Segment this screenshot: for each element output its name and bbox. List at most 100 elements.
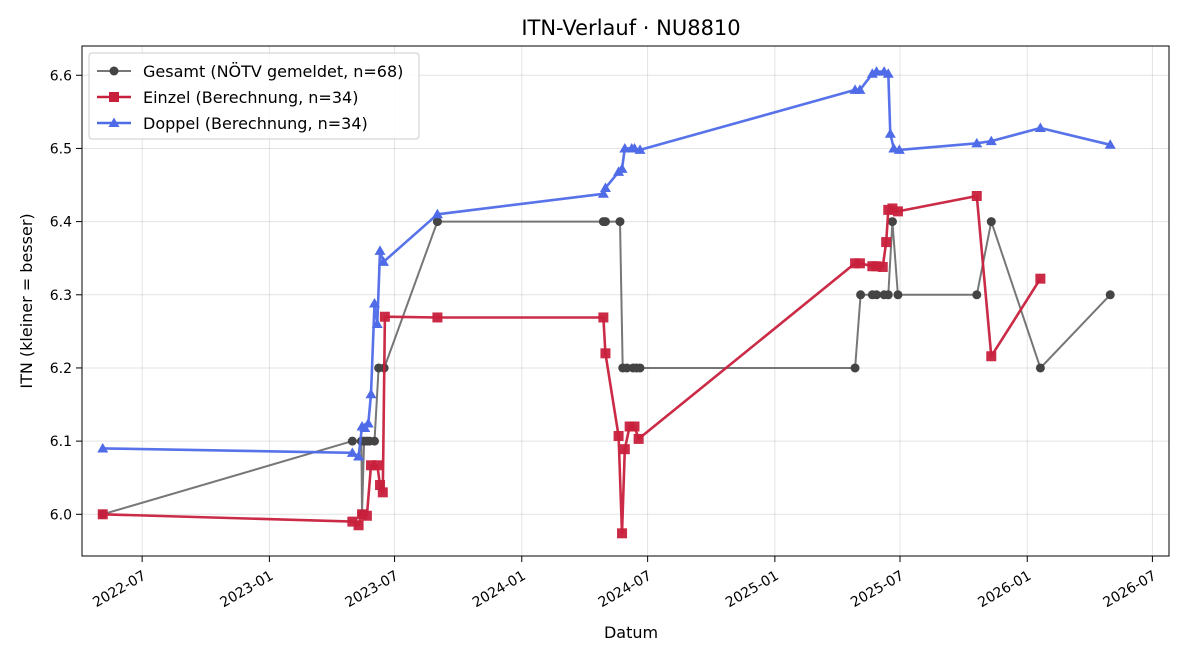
x-tick-label: 2025-07 xyxy=(848,568,907,611)
data-point xyxy=(985,135,997,146)
data-point xyxy=(372,460,383,471)
data-point xyxy=(893,290,903,300)
data-point xyxy=(361,510,372,521)
data-point xyxy=(1035,273,1046,284)
data-point xyxy=(432,217,442,227)
legend: Gesamt (NÖTV gemeldet, n=68) Einzel (Ber… xyxy=(88,52,420,140)
legend-entry-gesamt: Gesamt (NÖTV gemeldet, n=68) xyxy=(97,62,403,81)
data-point xyxy=(615,217,625,227)
data-point xyxy=(971,137,983,148)
x-tick-label: 2026-01 xyxy=(975,568,1034,611)
data-point xyxy=(1034,122,1046,132)
data-point xyxy=(619,444,630,455)
y-tick-label: 6.4 xyxy=(50,215,72,231)
data-point xyxy=(431,208,443,219)
data-point xyxy=(871,261,882,272)
y-tick-label: 6.6 xyxy=(50,68,72,84)
data-point xyxy=(377,487,388,498)
data-point xyxy=(877,261,888,272)
data-point xyxy=(379,311,390,322)
data-point xyxy=(432,312,443,323)
x-tick-label: 2024-01 xyxy=(470,568,529,611)
data-point xyxy=(986,217,996,227)
data-point xyxy=(882,68,894,78)
data-point xyxy=(872,290,882,300)
legend-label-gesamt: Gesamt (NÖTV gemeldet, n=68) xyxy=(143,62,403,81)
data-point xyxy=(622,363,632,373)
x-tick-label: 2023-07 xyxy=(343,568,402,611)
data-point xyxy=(598,312,609,323)
data-point xyxy=(353,520,364,531)
y-tick-label: 6.1 xyxy=(50,434,72,450)
data-point xyxy=(871,66,883,76)
series-square xyxy=(97,191,1046,539)
y-axis-label: ITN (kleiner = besser) xyxy=(17,213,36,388)
y-tick-label: 6.5 xyxy=(50,141,72,157)
data-point xyxy=(346,447,358,457)
data-point xyxy=(365,388,377,399)
data-point xyxy=(850,363,860,373)
data-point xyxy=(1105,290,1115,300)
data-point xyxy=(629,421,640,432)
data-point xyxy=(616,163,628,173)
data-point xyxy=(881,237,892,248)
data-point xyxy=(633,433,644,444)
data-point xyxy=(362,418,374,428)
x-tick-label: 2024-07 xyxy=(596,568,655,611)
data-point xyxy=(368,298,380,308)
data-point xyxy=(986,351,997,362)
data-point xyxy=(371,318,383,329)
data-point xyxy=(887,217,897,227)
plot-frame xyxy=(81,45,1170,557)
data-point xyxy=(635,363,645,373)
y-axis-ticks: 6.0 6.1 6.2 6.3 6.4 6.5 6.6 xyxy=(50,68,82,523)
legend-entry-doppel: Doppel (Berechnung, n=34) xyxy=(97,114,368,133)
data-point xyxy=(366,460,377,471)
data-point xyxy=(347,436,357,446)
data-point xyxy=(353,450,365,461)
data-point xyxy=(600,217,610,227)
legend-box xyxy=(88,52,420,140)
triangle-marker-icon xyxy=(108,117,120,127)
data-point xyxy=(856,290,866,300)
legend-label-einzel: Einzel (Berechnung, n=34) xyxy=(143,88,358,107)
data-point xyxy=(971,191,982,201)
x-tick-label: 2022-07 xyxy=(90,568,149,611)
x-tick-label: 2025-01 xyxy=(723,568,782,611)
data-point xyxy=(1035,363,1045,373)
y-tick-label: 6.3 xyxy=(50,288,72,304)
data-point xyxy=(369,436,379,446)
chart-title: ITN-Verlauf · NU8810 xyxy=(521,16,740,40)
data-point xyxy=(887,203,898,214)
circle-marker-icon xyxy=(109,66,119,76)
data-point xyxy=(634,144,646,154)
data-point xyxy=(884,128,896,138)
data-point xyxy=(374,245,386,255)
x-axis-label: Datum xyxy=(604,623,658,642)
data-point xyxy=(617,528,628,539)
data-point xyxy=(600,348,611,359)
data-point xyxy=(1104,139,1116,149)
data-point xyxy=(972,290,982,300)
y-tick-label: 6.0 xyxy=(50,507,72,523)
square-marker-icon xyxy=(109,92,119,102)
data-point xyxy=(613,431,624,441)
data-point xyxy=(883,290,893,300)
series-triangle xyxy=(97,66,1116,461)
data-point xyxy=(375,480,386,491)
data-point xyxy=(893,144,905,154)
data-point xyxy=(597,188,609,198)
legend-label-doppel: Doppel (Berechnung, n=34) xyxy=(143,114,368,133)
x-tick-label: 2026-07 xyxy=(1101,568,1160,611)
x-tick-label: 2023-01 xyxy=(218,568,277,611)
data-point xyxy=(854,84,866,94)
data-point xyxy=(619,142,631,153)
data-point xyxy=(347,516,358,527)
data-point xyxy=(377,256,389,266)
data-point xyxy=(599,182,611,192)
data-point xyxy=(892,206,903,217)
series-layer xyxy=(97,66,1116,539)
x-axis-ticks: 2022-07 2023-01 2023-07 2024-01 2024-07 2025-… xyxy=(90,556,1159,611)
data-point xyxy=(97,442,109,453)
